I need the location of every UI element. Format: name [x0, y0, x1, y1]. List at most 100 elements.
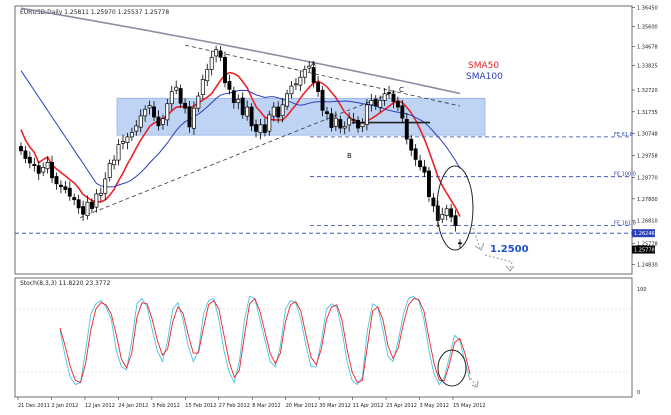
candle-body	[413, 148, 418, 160]
candle-body	[431, 197, 436, 207]
candle-body	[378, 100, 383, 108]
candle-body	[342, 125, 347, 129]
candle-body	[98, 192, 103, 196]
sma100-line	[20, 70, 461, 188]
x-tick-label: 30 Mar 2012	[319, 403, 351, 409]
candle-body	[143, 108, 148, 117]
stoch-arrow-head	[471, 380, 479, 388]
candle-body	[276, 106, 281, 118]
x-tick-label: 23 Apr 2012	[386, 403, 417, 409]
candle-body	[196, 95, 201, 109]
x-tick-label: 24 Jan 2012	[118, 403, 148, 409]
candle-body	[76, 199, 81, 209]
x-tick-label: 21 Dec 2011	[18, 403, 50, 409]
candle-body	[351, 119, 356, 121]
candle-body	[404, 119, 409, 140]
y-tick-label: 1.33825	[637, 64, 658, 70]
candle-body	[178, 88, 183, 104]
fibo-level-label: FE 161.8	[614, 220, 636, 226]
x-tick-label: 11 Apr 2012	[353, 403, 384, 409]
candle-body	[23, 150, 28, 159]
candle-body	[214, 49, 219, 57]
candle-body	[209, 56, 214, 70]
x-tick-label: 20 Mar 2012	[286, 403, 318, 409]
candle-body	[347, 117, 352, 126]
target-arrow-head-1	[474, 242, 485, 251]
target-arrow-2	[484, 254, 513, 271]
candle-body	[254, 124, 258, 132]
candle-body	[231, 90, 236, 103]
candle-body	[338, 119, 343, 129]
candle-body	[245, 106, 250, 117]
candle-body	[329, 113, 334, 128]
candle-body	[81, 206, 86, 215]
point-label-b: B	[347, 152, 352, 160]
stoch-line-d	[59, 297, 471, 384]
candle-body	[54, 176, 59, 185]
candle-body	[289, 85, 294, 95]
candle-body	[169, 91, 174, 105]
candle-body	[262, 124, 267, 133]
x-tick-label: 15 Feb 2012	[185, 403, 216, 409]
candle-body	[121, 140, 125, 144]
target-label: 1.2500	[490, 244, 529, 255]
sma100-legend: SMA100	[466, 72, 503, 82]
candle-body	[223, 56, 227, 84]
y-tick-label: 1.31735	[637, 110, 658, 116]
price-highlight-circle	[436, 165, 474, 251]
target-arrow-head-2	[505, 265, 515, 272]
candle-body	[267, 114, 272, 132]
y-tick-label: 1.25778	[637, 242, 658, 248]
candle-body	[116, 144, 121, 161]
candle-body	[364, 104, 369, 125]
candle-body	[236, 98, 241, 103]
candle-body	[67, 187, 72, 197]
candle-body	[94, 193, 99, 208]
candle-body	[218, 50, 223, 58]
candle-body	[200, 79, 205, 96]
candle-body	[174, 86, 179, 91]
candle-body	[453, 215, 458, 226]
level-marker-label: 1.26246	[634, 231, 655, 237]
candle-body	[382, 93, 387, 101]
candle-body	[418, 160, 423, 168]
stoch-highlight-circle	[437, 349, 467, 387]
candle-body	[271, 106, 276, 117]
candle-body	[360, 122, 365, 128]
candle-body	[316, 82, 321, 92]
candle-body	[307, 65, 312, 69]
fibo-level-label: FE 100.0	[614, 172, 636, 178]
candle-body	[249, 106, 254, 127]
chart-title: EURUSD,Daily 1.25811 1.25970 1.25537 1.2…	[20, 9, 169, 16]
y-tick-label: 1.28770	[637, 175, 658, 181]
price-pane	[14, 5, 633, 275]
candle-body	[302, 69, 307, 78]
candle-body	[138, 115, 143, 128]
candle-body	[89, 201, 94, 209]
candle-body	[41, 167, 46, 173]
candle-body	[458, 242, 462, 245]
candle-body	[156, 116, 161, 127]
y-tick-label: 1.30748	[637, 132, 658, 138]
candle-body	[129, 132, 134, 138]
trend-line-up	[79, 90, 399, 218]
y-tick-label: 1.27800	[637, 197, 658, 203]
candle-body	[147, 105, 152, 109]
candle-body	[391, 93, 396, 102]
candle-body	[440, 213, 445, 220]
point-label-a: A	[311, 60, 316, 68]
candle-body	[325, 111, 329, 115]
y-tick-label: 1.36450	[637, 6, 658, 12]
candle-body	[298, 76, 303, 86]
candle-body	[45, 161, 50, 170]
candle-body	[103, 178, 108, 194]
candle-body	[125, 136, 130, 144]
candle-body	[444, 208, 449, 216]
candle-body	[107, 163, 112, 178]
candle-body	[387, 92, 392, 94]
candle-body	[112, 159, 117, 166]
price-marker-label: 1.25778	[634, 248, 655, 254]
y-tick-label: 1.35600	[637, 24, 658, 30]
sma50-legend: SMA50	[468, 61, 499, 71]
